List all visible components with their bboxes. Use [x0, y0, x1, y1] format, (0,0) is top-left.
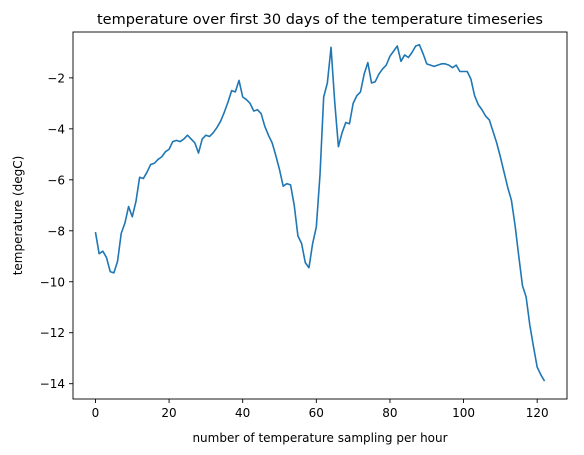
x-tick-label: 80 [382, 406, 397, 420]
x-tick-label: 20 [161, 406, 176, 420]
x-tick-label: 0 [92, 406, 100, 420]
x-tick-label: 60 [309, 406, 324, 420]
x-tick-label: 40 [235, 406, 250, 420]
y-tick-label: −4 [47, 122, 65, 136]
temperature-series-line [94, 43, 546, 382]
y-tick-label: −12 [40, 326, 65, 340]
chart-title: temperature over first 30 days of the te… [97, 12, 543, 28]
x-axis-label: number of temperature sampling per hour [192, 431, 447, 445]
y-tick-label: −8 [47, 224, 65, 238]
y-tick-label: −10 [40, 275, 65, 289]
y-axis-label: temperature (degC) [11, 156, 25, 276]
x-tick-label: 100 [452, 406, 475, 420]
x-tick-label: 120 [526, 406, 549, 420]
plot-frame [72, 31, 568, 400]
plot-layer [94, 43, 546, 382]
y-tick-label: −2 [47, 71, 65, 85]
y-tick-label: −14 [40, 377, 65, 391]
ticks-layer: 0 20 40 60 80 100 120 −14 −12 −10 −8 −6 −4 −2 [40, 71, 549, 420]
y-tick-label: −6 [47, 173, 65, 187]
